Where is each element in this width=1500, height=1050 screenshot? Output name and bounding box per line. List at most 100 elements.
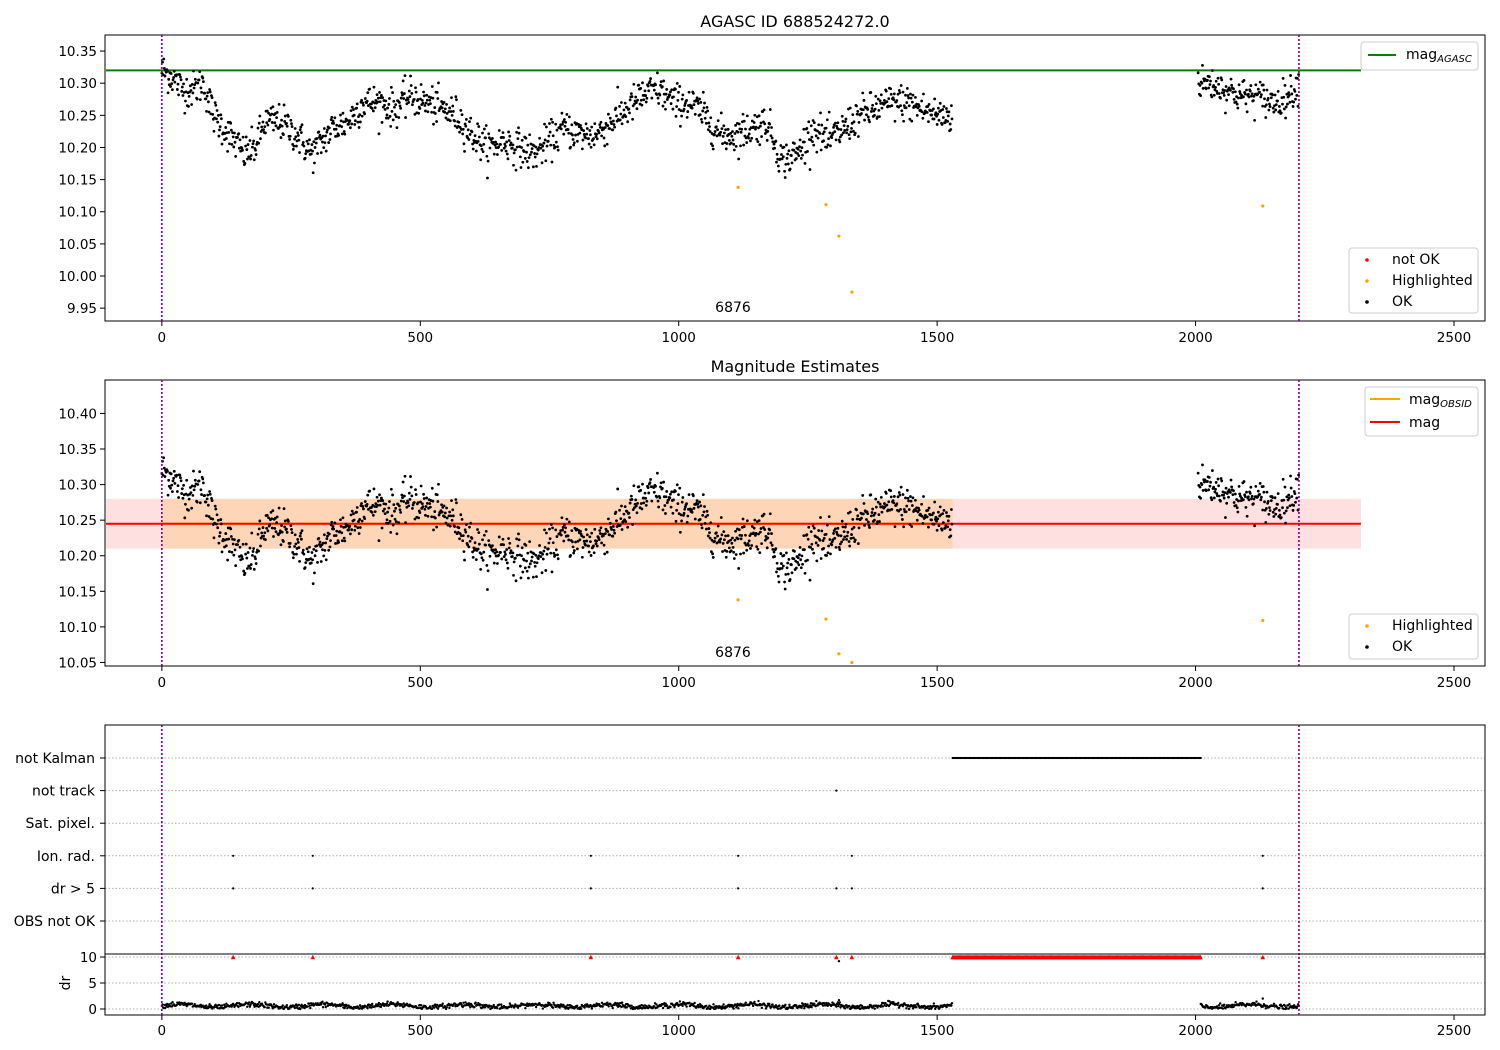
ok-point bbox=[806, 558, 809, 562]
ok-point bbox=[1296, 104, 1300, 108]
ok-point bbox=[887, 97, 891, 101]
ok-point bbox=[514, 168, 518, 172]
ok-point bbox=[312, 547, 316, 551]
ok-point bbox=[576, 547, 579, 551]
dr-ok-point bbox=[821, 1004, 825, 1007]
ok-point bbox=[933, 97, 937, 101]
ok-point bbox=[921, 116, 925, 120]
ok-point bbox=[342, 536, 346, 540]
ok-point bbox=[486, 588, 489, 591]
ok-point bbox=[737, 157, 741, 161]
dr-ok-point bbox=[469, 1005, 472, 1009]
ok-point bbox=[224, 532, 228, 535]
ok-point bbox=[768, 108, 772, 111]
ok-point bbox=[847, 540, 851, 543]
ok-point bbox=[1268, 105, 1272, 109]
ok-point bbox=[618, 118, 622, 122]
ok-point bbox=[266, 529, 270, 533]
dr-ok-point bbox=[534, 1005, 538, 1009]
ok-point bbox=[942, 105, 946, 108]
ok-point bbox=[526, 551, 530, 555]
dr-ok-point bbox=[562, 1004, 565, 1007]
ok-point bbox=[806, 131, 810, 135]
ok-point bbox=[812, 526, 816, 530]
ok-point bbox=[785, 566, 789, 570]
ok-point bbox=[401, 480, 405, 484]
ok-point bbox=[937, 524, 941, 528]
ok-point bbox=[652, 88, 656, 92]
dr-ok-point bbox=[1204, 1006, 1207, 1009]
ok-point bbox=[1281, 477, 1285, 481]
ok-point bbox=[419, 500, 422, 504]
ok-point bbox=[513, 148, 517, 152]
ok-point bbox=[745, 114, 749, 118]
ok-point bbox=[522, 150, 526, 153]
ok-point bbox=[598, 532, 602, 535]
ok-point bbox=[412, 97, 416, 101]
ok-point bbox=[589, 145, 593, 149]
ok-point bbox=[937, 118, 941, 122]
ok-point bbox=[807, 525, 811, 529]
ok-point bbox=[501, 537, 505, 541]
ok-point bbox=[437, 482, 440, 486]
ok-point bbox=[215, 522, 218, 526]
ok-point bbox=[840, 114, 844, 118]
ok-point bbox=[848, 510, 852, 514]
ok-point bbox=[925, 515, 929, 519]
dr-ok-point bbox=[566, 1003, 569, 1007]
ok-point bbox=[825, 523, 829, 527]
ok-point bbox=[314, 141, 318, 145]
ok-point bbox=[706, 534, 710, 538]
ok-point bbox=[275, 521, 278, 525]
ok-point bbox=[821, 539, 825, 542]
ok-point bbox=[559, 127, 563, 131]
ok-point bbox=[341, 111, 345, 115]
ok-point bbox=[509, 551, 512, 555]
ok-point bbox=[414, 90, 418, 94]
ok-point bbox=[442, 504, 446, 508]
ok-point bbox=[251, 142, 255, 146]
ok-point bbox=[449, 110, 453, 113]
ok-point bbox=[211, 112, 215, 116]
ok-point bbox=[358, 526, 362, 529]
ok-point bbox=[549, 523, 553, 526]
ok-point bbox=[387, 506, 391, 510]
dr-ok-point bbox=[441, 1002, 444, 1005]
ok-point bbox=[856, 514, 860, 518]
ok-point bbox=[846, 530, 850, 534]
ok-point bbox=[646, 84, 650, 88]
ok-point bbox=[479, 144, 483, 148]
ok-point bbox=[551, 541, 555, 545]
ok-point bbox=[683, 104, 687, 107]
ok-point bbox=[907, 508, 911, 511]
highlighted-point bbox=[824, 203, 828, 207]
ok-point bbox=[254, 148, 257, 152]
ok-point bbox=[216, 526, 220, 530]
ok-point bbox=[649, 478, 652, 481]
x-tick-label: 1000 bbox=[662, 675, 696, 691]
ok-point bbox=[205, 497, 209, 501]
ok-point bbox=[433, 106, 437, 109]
ok-point bbox=[762, 512, 766, 516]
ok-point bbox=[492, 561, 496, 565]
dr-ok-point bbox=[791, 1006, 794, 1010]
dr-ok-point bbox=[731, 1004, 734, 1007]
ok-point bbox=[783, 176, 787, 179]
ok-point bbox=[485, 154, 489, 158]
ok-point bbox=[362, 103, 365, 107]
ok-point bbox=[1219, 477, 1223, 480]
ok-point bbox=[513, 556, 517, 560]
ok-point bbox=[258, 114, 262, 118]
ok-point bbox=[280, 118, 283, 122]
ok-point bbox=[1295, 477, 1299, 481]
ok-point bbox=[664, 495, 668, 499]
ok-point bbox=[514, 579, 518, 583]
ok-point bbox=[530, 559, 533, 563]
ok-point bbox=[471, 555, 475, 559]
dr-ok-point bbox=[809, 1001, 813, 1005]
ok-point bbox=[349, 532, 352, 536]
ok-point bbox=[947, 514, 951, 518]
ok-point bbox=[520, 546, 524, 550]
ok-point bbox=[1295, 93, 1299, 97]
ok-point bbox=[219, 518, 223, 521]
